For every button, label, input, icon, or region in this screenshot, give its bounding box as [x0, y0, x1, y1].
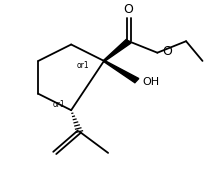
Polygon shape [104, 60, 139, 83]
Text: O: O [124, 3, 134, 16]
Text: or1: or1 [52, 100, 65, 109]
Text: O: O [162, 45, 172, 58]
Text: OH: OH [142, 77, 159, 87]
Text: or1: or1 [77, 61, 90, 70]
Polygon shape [103, 39, 131, 61]
